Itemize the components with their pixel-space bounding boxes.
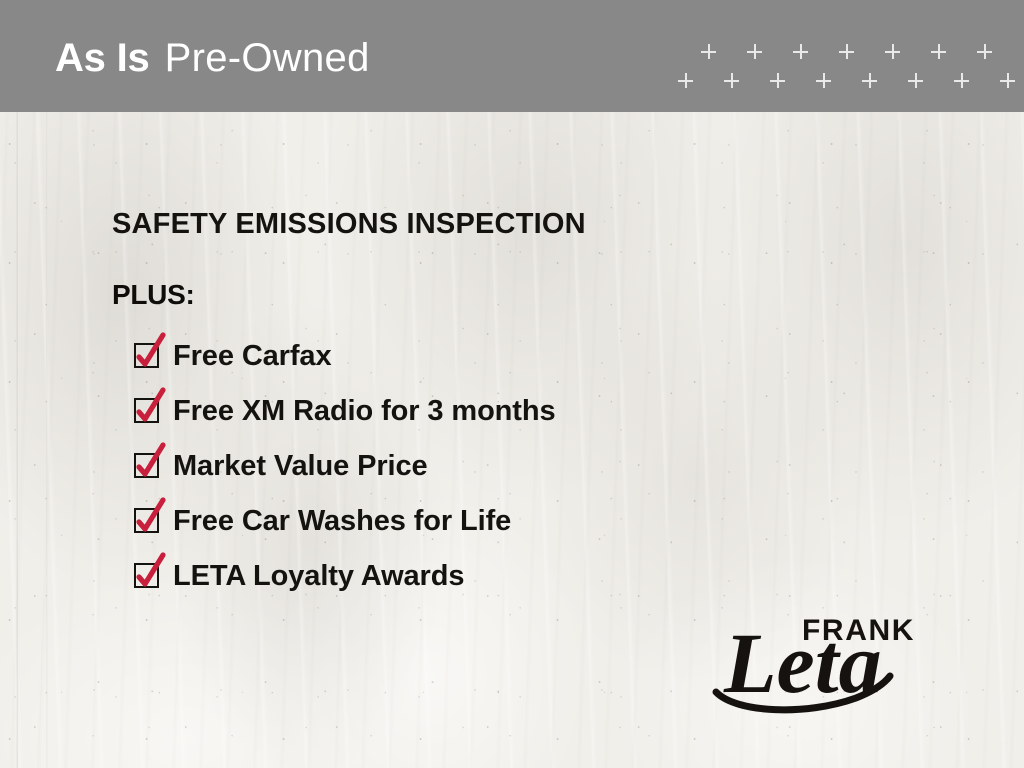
plus-icon xyxy=(839,44,854,59)
plus-icon xyxy=(885,44,900,59)
plus-icon xyxy=(747,44,762,59)
plus-icon xyxy=(724,73,739,88)
list-item[interactable]: LETA Loyalty Awards xyxy=(134,548,812,603)
frank-leta-logo: FRANK Leta xyxy=(706,606,916,716)
logo-swash xyxy=(712,672,894,714)
plus-icon xyxy=(931,44,946,59)
header-bar: As Is Pre-Owned xyxy=(0,0,1024,112)
list-item-label: Free Carfax xyxy=(173,339,332,372)
plus-icon xyxy=(908,73,923,88)
paper-crease-line xyxy=(16,112,19,768)
plus-icon xyxy=(977,44,992,59)
list-item[interactable]: Free Carfax xyxy=(134,328,812,383)
page-title-strong: As Is xyxy=(55,36,150,80)
plus-icon xyxy=(816,73,831,88)
section-heading: SAFETY EMISSIONS INSPECTION xyxy=(112,208,586,240)
plus-decoration-group xyxy=(675,38,1024,96)
plus-icon xyxy=(793,44,808,59)
checkbox-checked-icon[interactable] xyxy=(134,387,166,423)
checkbox-checked-icon[interactable] xyxy=(134,552,166,588)
plus-icon xyxy=(678,73,693,88)
checkbox-checked-icon[interactable] xyxy=(134,497,166,533)
page-title: As Is Pre-Owned xyxy=(55,34,370,82)
list-item-label: LETA Loyalty Awards xyxy=(173,559,465,592)
plus-icon xyxy=(1000,73,1015,88)
checkbox-checked-icon[interactable] xyxy=(134,442,166,478)
section-subheading: PLUS: xyxy=(112,279,195,310)
list-item[interactable]: Free Car Washes for Life xyxy=(134,493,812,548)
benefits-checklist: Free Carfax Free XM Radio for 3 months M… xyxy=(134,328,812,603)
list-item[interactable]: Market Value Price xyxy=(134,438,812,493)
plus-icon xyxy=(954,73,969,88)
list-item[interactable]: Free XM Radio for 3 months xyxy=(134,383,812,438)
list-item-label: Free XM Radio for 3 months xyxy=(173,394,556,427)
list-item-label: Market Value Price xyxy=(173,449,428,482)
logo-top-word: FRANK xyxy=(802,614,915,647)
plus-icon xyxy=(770,73,785,88)
plus-icon xyxy=(862,73,877,88)
list-item-label: Free Car Washes for Life xyxy=(173,504,512,537)
plus-icon xyxy=(701,44,716,59)
content-block: SAFETY EMISSIONS INSPECTION PLUS: Free C… xyxy=(112,207,812,603)
checkbox-checked-icon[interactable] xyxy=(134,332,166,368)
paper-crease-line-secondary xyxy=(46,112,48,768)
page-title-light: Pre-Owned xyxy=(164,36,370,80)
